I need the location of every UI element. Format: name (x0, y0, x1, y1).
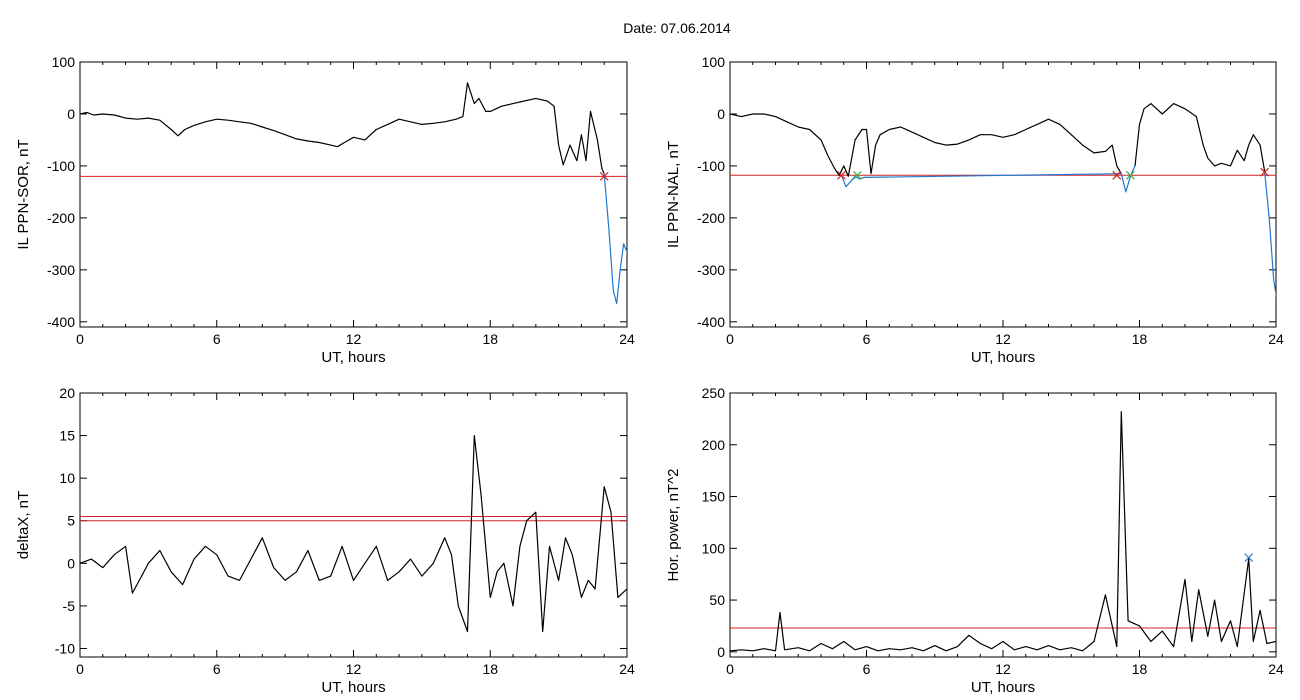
x-tick-label: 18 (1132, 331, 1148, 347)
x-tick-label: 0 (76, 661, 84, 677)
y-tick-label: 100 (52, 54, 76, 70)
series-line-0 (730, 113, 1122, 177)
x-marker (837, 170, 846, 180)
x-axis-label: UT, hours (321, 679, 385, 696)
y-tick-label: 0 (717, 106, 725, 122)
y-tick-label: -100 (697, 158, 725, 174)
plot-frame (729, 392, 1277, 658)
x-marker (599, 171, 609, 181)
y-tick-label: 0 (67, 106, 75, 122)
x-marker (1125, 170, 1135, 180)
x-tick-label: 12 (995, 661, 1011, 677)
y-tick-label: -400 (47, 314, 75, 330)
x-marker (644, 163, 652, 171)
chart-panel-bottom-right: 0 6 12 18 24 250 200 150 100 50 0 UT, hours Hor. pow… (665, 385, 1284, 696)
y-tick-label: 10 (59, 470, 75, 486)
x-tick-label: 18 (482, 331, 498, 347)
x-axis-label: UT, hours (321, 349, 385, 366)
x-tick-label: 12 (995, 331, 1011, 347)
series-line-1 (603, 173, 627, 305)
series-line-0 (730, 411, 1276, 652)
series-line-3 (1264, 171, 1276, 298)
x-tick-label: 24 (1268, 331, 1284, 347)
y-tick-label: 15 (59, 428, 75, 444)
x-tick-label: 12 (346, 661, 362, 677)
y-tick-label: -100 (47, 158, 75, 174)
y-tick-label: 100 (702, 540, 726, 556)
x-tick-label: 0 (726, 661, 734, 677)
x-tick-label: 6 (213, 331, 221, 347)
x-tick-label: 18 (1132, 661, 1148, 677)
x-axis-label: UT, hours (971, 349, 1035, 366)
y-tick-label: 0 (67, 555, 75, 571)
y-tick-label: 200 (702, 437, 726, 453)
y-axis-label: deltaX, nT (15, 491, 32, 559)
series-line-0 (80, 435, 627, 633)
y-tick-label: 20 (59, 385, 75, 401)
x-tick-label: 18 (482, 661, 498, 677)
x-marker (852, 170, 862, 180)
chart-panel-bottom-left: 0 6 12 18 24 20 15 10 5 0 -5 -10 UT, hours deltaX, nT (15, 385, 635, 696)
x-tick-label: 12 (346, 331, 362, 347)
series-line-0 (80, 82, 605, 174)
series-line-2 (1134, 103, 1266, 172)
plot-frame (79, 61, 628, 328)
plot-frame (79, 392, 628, 658)
plot-area (730, 103, 1276, 298)
x-marker (1260, 167, 1270, 177)
y-tick-label: -10 (55, 640, 75, 656)
y-tick-label: -5 (63, 598, 76, 614)
y-tick-label: -300 (47, 262, 75, 278)
y-axis-label: Hor. power, nT^2 (665, 469, 682, 582)
y-tick-label: 5 (67, 513, 75, 529)
y-tick-label: 0 (717, 644, 725, 660)
y-tick-label: 50 (709, 592, 725, 608)
y-tick-label: -300 (697, 262, 725, 278)
x-marker (1244, 553, 1254, 563)
plot-area (730, 411, 1276, 652)
x-tick-label: 24 (1268, 661, 1284, 677)
x-tick-label: 6 (863, 331, 871, 347)
figure-title: Date: 07.06.2014 (623, 20, 731, 36)
x-tick-label: 24 (619, 661, 635, 677)
y-tick-label: 250 (702, 385, 726, 401)
series-line-1 (840, 165, 1136, 193)
x-tick-label: 24 (619, 331, 635, 347)
y-axis-label: IL PPN-NAL, nT (665, 141, 682, 248)
x-tick-label: 6 (213, 661, 221, 677)
plot-area (80, 435, 627, 633)
y-tick-label: -200 (697, 210, 725, 226)
y-tick-label: -200 (47, 210, 75, 226)
x-tick-label: 6 (863, 661, 871, 677)
x-axis-label: UT, hours (971, 679, 1035, 696)
x-marker (1112, 170, 1122, 180)
chart-panel-top-right: 0 6 12 18 24 100 0 -100 -200 -300 -400 UT, hours IL … (665, 54, 1284, 366)
y-tick-label: 100 (702, 54, 726, 70)
plot-area (80, 82, 652, 305)
x-tick-label: 0 (76, 331, 84, 347)
y-tick-label: 150 (702, 489, 726, 505)
x-tick-label: 0 (726, 331, 734, 347)
y-axis-label: IL PPN-SOR, nT (15, 139, 32, 249)
chart-panel-top-left: 0 6 12 18 24 100 0 -100 -200 -300 -400 UT, hours IL … (15, 54, 652, 366)
plot-frame (729, 61, 1277, 328)
y-tick-label: -400 (697, 314, 725, 330)
